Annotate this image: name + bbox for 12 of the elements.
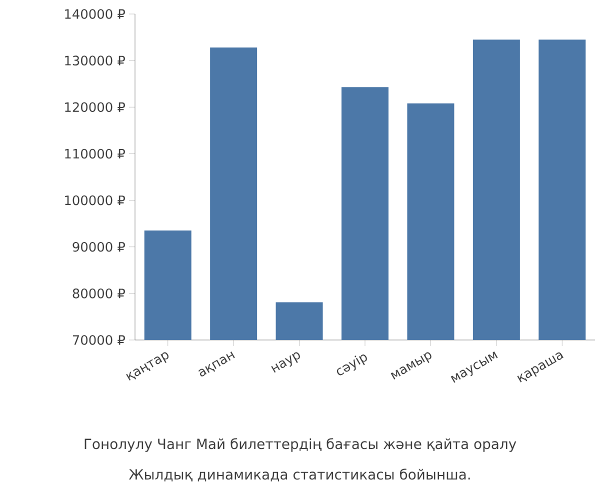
y-tick-label: 100000 ₽ — [65, 195, 126, 206]
x-tick-label: сәуір — [336, 354, 367, 376]
y-tick-label: 130000 ₽ — [65, 56, 126, 66]
y-tick-label: 80000 ₽ — [72, 288, 126, 298]
text: Гонолулу Чанг Май билеттердің бағасы және қайта оралу — [84, 438, 516, 452]
y-tick-label: 70000 ₽ — [72, 335, 126, 345]
y-tick-label: 90000 ₽ — [72, 242, 126, 252]
y-tick-label: 110000 ₽ — [65, 148, 126, 159]
y-tick-label: 120000 ₽ — [65, 102, 126, 112]
text: Жылдық динамикада статистикасы бойынша. — [128, 468, 470, 482]
x-tick-label: наур — [271, 352, 300, 373]
y-tick-label: 140000 ₽ — [65, 9, 126, 19]
